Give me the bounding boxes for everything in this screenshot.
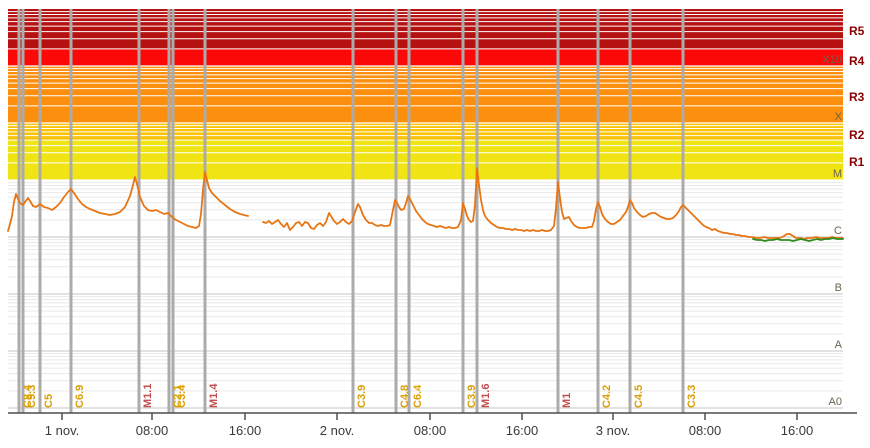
flux-scale-label-X10: X10 <box>822 54 842 66</box>
flare-label-M1.1: M1.1 <box>142 384 154 408</box>
flux-scale-label-A0: A0 <box>829 396 842 408</box>
flare-label-C9.3: C9.3 <box>26 385 38 408</box>
flare-label-M1.6: M1.6 <box>480 384 492 408</box>
risk-band-R4 <box>8 49 843 66</box>
xray-flux-secondary-line[interactable] <box>752 237 844 242</box>
flare-label-C3.4: C3.4 <box>176 384 188 408</box>
x-axis-tick-label: 16:00 <box>781 423 814 438</box>
flare-label-M1.4: M1.4 <box>208 383 220 408</box>
flare-label-C8.4: C8.4 <box>22 384 34 408</box>
xray-flux-primary-line[interactable] <box>7 167 844 240</box>
flare-label-C4.5: C4.5 <box>633 385 645 408</box>
r-scale-label-R1: R1 <box>849 155 865 169</box>
flux-scale-label-C: C <box>834 225 842 237</box>
risk-band-R1 <box>8 140 843 180</box>
x-axis-tick-label: 08:00 <box>136 423 169 438</box>
r-scale-label-R5: R5 <box>849 24 865 38</box>
x-axis-tick-label: 3 nov. <box>596 423 630 438</box>
x-axis-tick-label: 16:00 <box>506 423 539 438</box>
flare-label-C3.9: C3.9 <box>356 385 368 408</box>
x-axis-tick-label: 08:00 <box>414 423 447 438</box>
flux-scale-label-B: B <box>835 282 842 294</box>
flare-label-C6.4: C6.4 <box>412 384 424 408</box>
r-scale-label-R3: R3 <box>849 90 865 104</box>
r-scale-label-R2: R2 <box>849 128 865 142</box>
risk-band-R5 <box>8 9 843 49</box>
flare-label-M1: M1 <box>561 393 573 408</box>
risk-band-R3 <box>8 66 843 123</box>
r-scale-label-R4: R4 <box>849 54 865 68</box>
flare-label-C2.1: C2.1 <box>172 385 184 408</box>
flux-scale-label-A: A <box>835 339 843 351</box>
flux-scale-label-X: X <box>835 111 843 123</box>
flare-label-C4.2: C4.2 <box>601 385 613 408</box>
flare-label-C4.8: C4.8 <box>399 385 411 408</box>
flare-label-C3.9: C3.9 <box>466 385 478 408</box>
x-axis-tick-label: 16:00 <box>229 423 262 438</box>
x-axis-tick-label: 2 nov. <box>320 423 354 438</box>
flare-label-C5: C5 <box>43 394 55 408</box>
x-axis-tick-label: 08:00 <box>689 423 722 438</box>
x-axis-tick-label: 1 nov. <box>45 423 79 438</box>
flare-label-C3.3: C3.3 <box>686 385 698 408</box>
flux-scale-label-M: M <box>833 168 842 180</box>
flare-label-C6.9: C6.9 <box>74 385 86 408</box>
